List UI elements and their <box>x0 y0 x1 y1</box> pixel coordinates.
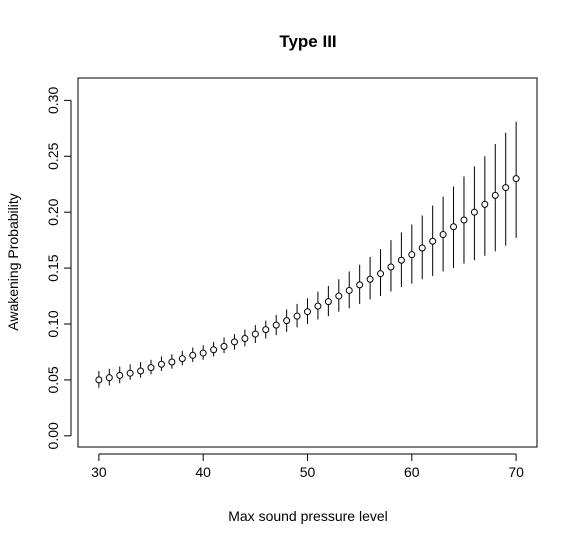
y-tick-label: 0.30 <box>45 87 61 114</box>
data-point <box>199 349 207 357</box>
data-point <box>126 369 134 377</box>
x-axis: 30 40 50 60 70 <box>91 453 524 480</box>
data-point <box>512 175 520 183</box>
data-point <box>502 184 510 192</box>
data-point <box>460 216 468 224</box>
data-point <box>95 376 103 384</box>
data-point <box>335 292 343 300</box>
data-point <box>491 191 499 199</box>
data-point <box>429 237 437 245</box>
data-point <box>210 346 218 354</box>
data-point <box>283 317 291 325</box>
data-point <box>356 281 364 289</box>
data-point <box>157 360 165 368</box>
data-point <box>178 355 186 363</box>
x-tick-label: 60 <box>404 464 420 480</box>
y-axis: 0.00 0.05 0.10 0.15 0.20 0.25 0.30 <box>45 87 72 449</box>
data-point <box>105 374 113 382</box>
data-point <box>345 286 353 294</box>
y-axis-label: Awakening Probability <box>5 193 21 331</box>
y-tick-label: 0.15 <box>45 254 61 281</box>
x-axis-label: Max sound pressure level <box>228 508 388 524</box>
data-point <box>137 367 145 375</box>
data-point <box>147 364 155 372</box>
data-point <box>397 256 405 264</box>
data-point <box>241 335 249 343</box>
data-point <box>439 231 447 239</box>
y-tick-label: 0.20 <box>45 198 61 225</box>
x-tick-label: 40 <box>195 464 211 480</box>
data-point <box>324 298 332 306</box>
data-point <box>251 330 259 338</box>
data-point <box>262 326 270 334</box>
error-bars <box>98 121 517 388</box>
data-point <box>408 251 416 259</box>
y-tick-label: 0.25 <box>45 142 61 169</box>
data-point <box>481 200 489 208</box>
data-points <box>95 175 520 384</box>
data-point <box>230 338 238 346</box>
data-point <box>293 312 301 320</box>
y-tick-label: 0.00 <box>45 422 61 449</box>
data-point <box>116 371 124 379</box>
data-point <box>377 270 385 278</box>
y-tick-label: 0.05 <box>45 366 61 393</box>
data-point <box>387 263 395 271</box>
data-point <box>272 321 280 329</box>
y-tick-label: 0.10 <box>45 310 61 337</box>
data-point <box>450 223 458 231</box>
data-point <box>418 244 426 252</box>
data-point <box>470 208 478 216</box>
x-tick-label: 30 <box>91 464 107 480</box>
data-point <box>366 275 374 283</box>
data-point <box>189 351 197 359</box>
x-tick-label: 70 <box>508 464 524 480</box>
data-point <box>220 342 228 350</box>
chart-title: Type III <box>279 32 336 51</box>
x-tick-label: 50 <box>300 464 316 480</box>
plot-frame <box>77 77 538 448</box>
data-point <box>304 308 311 316</box>
data-point <box>168 358 176 366</box>
data-point <box>314 302 322 310</box>
